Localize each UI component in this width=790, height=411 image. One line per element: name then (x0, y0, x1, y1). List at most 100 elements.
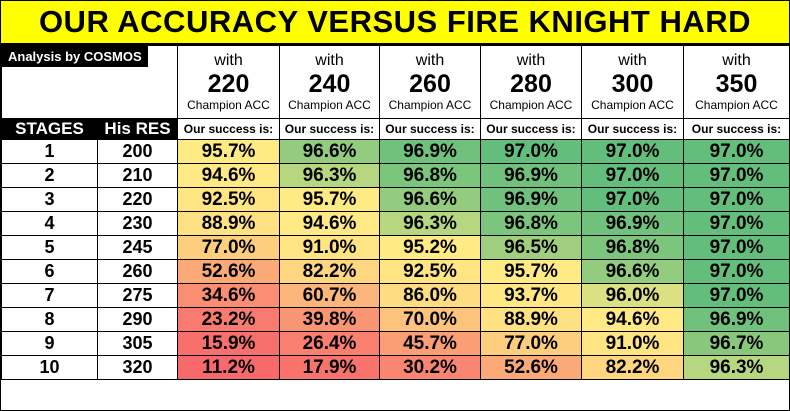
success-value-cell: 97.0% (683, 259, 790, 284)
success-value-cell: 70.0% (379, 307, 481, 332)
res-cell: 210 (97, 163, 178, 188)
success-value-cell: 92.5% (177, 187, 280, 212)
column-with-label: with (618, 52, 647, 69)
res-cell: 320 (97, 355, 178, 380)
success-value-cell: 15.9% (177, 331, 280, 356)
success-value-cell: 95.7% (480, 259, 582, 284)
success-value-cell: 93.7% (480, 283, 582, 308)
success-value-cell: 82.2% (279, 259, 380, 284)
accuracy-table: Analysis by COSMOS with 220 Champion ACC wi… (1, 45, 790, 380)
success-value-cell: 97.0% (480, 139, 582, 164)
stage-cell: 3 (1, 187, 98, 212)
table-row: 5 245 77.0% 91.0% 95.2% 96.5% 96.8% 97.0% (1, 235, 790, 260)
success-value-cell: 97.0% (683, 235, 790, 260)
success-value-cell: 17.9% (279, 355, 380, 380)
table-row: 3 220 92.5% 95.7% 96.6% 96.9% 97.0% 97.0% (1, 187, 790, 212)
table-row: 4 230 88.9% 94.6% 96.3% 96.8% 96.9% 97.0% (1, 211, 790, 236)
success-value-cell: 96.6% (279, 139, 380, 164)
stage-cell: 10 (1, 355, 98, 380)
success-value-cell: 96.8% (480, 211, 582, 236)
stages-header: STAGES (1, 118, 98, 140)
column-acc-value: 350 (715, 70, 758, 98)
success-value-cell: 96.8% (379, 163, 481, 188)
success-value-cell: 96.6% (379, 187, 481, 212)
column-header-1: with 240 Champion ACC (279, 45, 380, 119)
success-value-cell: 94.6% (581, 307, 684, 332)
table-row: 6 260 52.6% 82.2% 92.5% 95.7% 96.6% 97.0% (1, 259, 790, 284)
success-value-cell: 97.0% (683, 187, 790, 212)
column-acc-value: 240 (308, 70, 351, 98)
column-with-label: with (516, 52, 546, 69)
success-value-cell: 97.0% (581, 163, 684, 188)
column-header-4: with 300 Champion ACC (581, 45, 684, 119)
column-with-label: with (214, 52, 243, 69)
column-champ-label: Champion ACC (288, 98, 371, 112)
res-cell: 290 (97, 307, 178, 332)
success-value-cell: 96.3% (279, 163, 380, 188)
success-header-5: Our success is: (683, 118, 790, 140)
success-value-cell: 96.5% (480, 235, 582, 260)
success-header-1: Our success is: (279, 118, 380, 140)
success-value-cell: 88.9% (177, 211, 280, 236)
table-row: 2 210 94.6% 96.3% 96.8% 96.9% 97.0% 97.0% (1, 163, 790, 188)
column-header-2: with 260 Champion ACC (379, 45, 481, 119)
stage-cell: 5 (1, 235, 98, 260)
success-value-cell: 94.6% (177, 163, 280, 188)
success-value-cell: 52.6% (177, 259, 280, 284)
table-row: 8 290 23.2% 39.8% 70.0% 88.9% 94.6% 96.9% (1, 307, 790, 332)
column-acc-value: 260 (409, 70, 451, 98)
success-value-cell: 88.9% (480, 307, 582, 332)
res-cell: 260 (97, 259, 178, 284)
res-cell: 305 (97, 331, 178, 356)
success-value-cell: 52.6% (480, 355, 582, 380)
column-with-label: with (722, 52, 751, 69)
success-header-3: Our success is: (480, 118, 582, 140)
success-value-cell: 96.9% (379, 139, 481, 164)
column-champ-label: Champion ACC (187, 98, 270, 112)
success-value-cell: 96.9% (581, 211, 684, 236)
column-champ-label: Champion ACC (489, 98, 573, 112)
column-header-0: with 220 Champion ACC (177, 45, 280, 119)
success-value-cell: 95.2% (379, 235, 481, 260)
res-cell: 245 (97, 235, 178, 260)
success-value-cell: 11.2% (177, 355, 280, 380)
column-champ-label: Champion ACC (388, 98, 472, 112)
analysis-label: Analysis by COSMOS (2, 46, 148, 67)
success-value-cell: 86.0% (379, 283, 481, 308)
success-value-cell: 97.0% (683, 163, 790, 188)
column-header-5: with 350 Champion ACC (683, 45, 790, 119)
table-row: 1 200 95.7% 96.6% 96.9% 97.0% 97.0% 97.0% (1, 139, 790, 164)
column-champ-label: Champion ACC (695, 98, 778, 112)
success-value-cell: 97.0% (683, 139, 790, 164)
success-value-cell: 30.2% (379, 355, 481, 380)
success-value-cell: 96.9% (683, 307, 790, 332)
success-header-0: Our success is: (177, 118, 280, 140)
column-champ-label: Champion ACC (591, 98, 674, 112)
success-value-cell: 95.7% (279, 187, 380, 212)
success-value-cell: 97.0% (683, 211, 790, 236)
analysis-cell: Analysis by COSMOS (1, 45, 178, 119)
success-value-cell: 96.9% (480, 163, 582, 188)
his-res-header: His RES (97, 118, 178, 140)
success-value-cell: 77.0% (480, 331, 582, 356)
success-value-cell: 97.0% (581, 139, 684, 164)
stage-cell: 7 (1, 283, 98, 308)
success-value-cell: 96.7% (683, 331, 790, 356)
res-cell: 275 (97, 283, 178, 308)
table-row: 9 305 15.9% 26.4% 45.7% 77.0% 91.0% 96.7% (1, 331, 790, 356)
success-value-cell: 91.0% (279, 235, 380, 260)
success-value-cell: 96.3% (379, 211, 481, 236)
success-value-cell: 96.8% (581, 235, 684, 260)
success-value-cell: 96.9% (480, 187, 582, 212)
stage-cell: 1 (1, 139, 98, 164)
table-row: 10 320 11.2% 17.9% 30.2% 52.6% 82.2% 96.3% (1, 355, 790, 380)
success-value-cell: 91.0% (581, 331, 684, 356)
column-acc-value: 220 (207, 70, 250, 98)
success-value-cell: 96.6% (581, 259, 684, 284)
success-value-cell: 45.7% (379, 331, 481, 356)
success-header-2: Our success is: (379, 118, 481, 140)
success-value-cell: 97.0% (581, 187, 684, 212)
success-value-cell: 96.3% (683, 355, 790, 380)
success-value-cell: 39.8% (279, 307, 380, 332)
